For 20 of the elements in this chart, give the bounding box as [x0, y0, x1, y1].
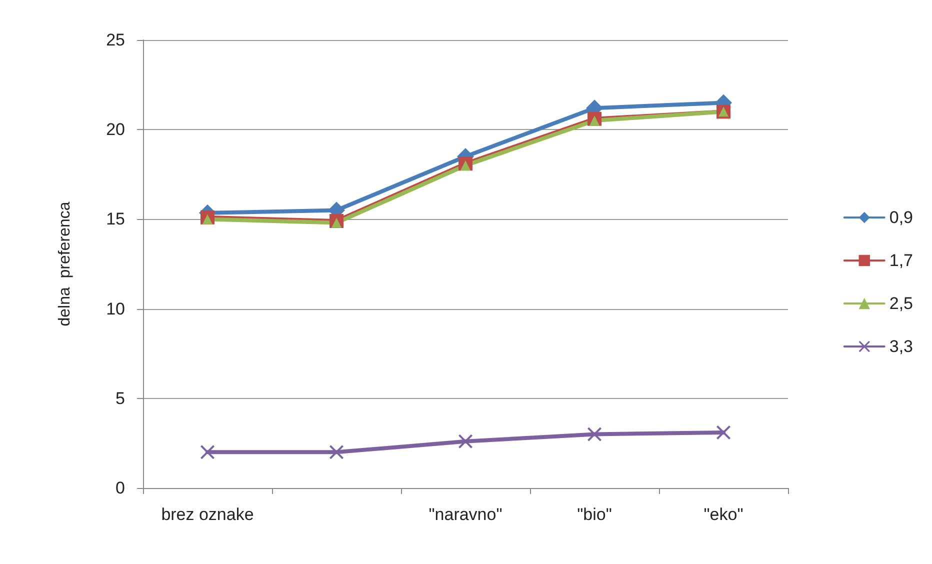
point: [458, 434, 472, 448]
y-tick-label: 10: [106, 299, 125, 318]
point: [588, 427, 602, 442]
y-tick-label: 20: [106, 120, 125, 140]
y-tick-label: 0: [116, 478, 125, 498]
point: [200, 445, 214, 460]
x-tick-label: "naravno": [428, 505, 502, 524]
point: [330, 445, 344, 460]
legend-label: 3,3: [889, 337, 914, 356]
legend-label: 2,5: [889, 294, 914, 313]
legend-label: 0,9: [889, 208, 914, 227]
x-tick-label: brez oznake: [161, 505, 254, 524]
y-tick-label: 15: [106, 210, 125, 229]
x-tick-label: "eko": [704, 505, 744, 524]
y-axis-title: delna preferenca: [56, 202, 74, 326]
legend-label: 1,7: [889, 251, 914, 270]
x-tick-label: "bio": [577, 505, 612, 524]
y-tick-label: 5: [116, 388, 125, 408]
y-tick-label: 25: [106, 30, 125, 50]
point: [716, 425, 730, 440]
